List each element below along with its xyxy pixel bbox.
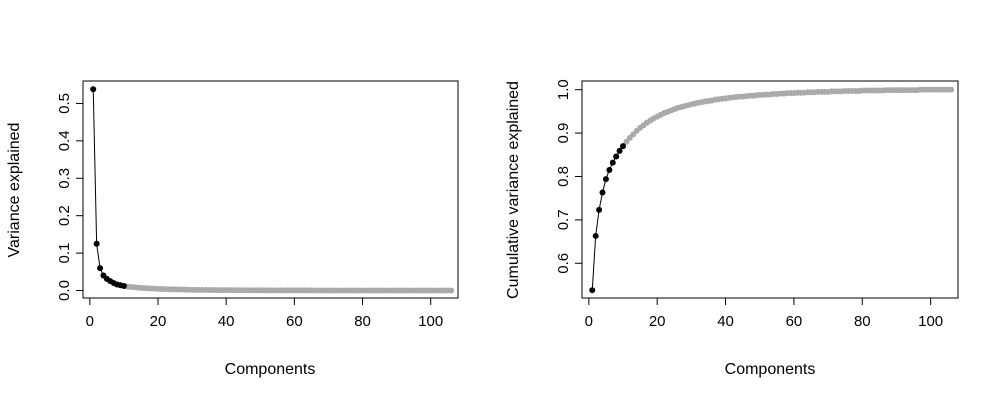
data-point-rest [448,287,455,294]
data-point-highlight [616,147,623,154]
data-point-rest [948,86,955,93]
series-line [591,145,624,291]
data-point-highlight [90,86,97,93]
y-tick-label: 0.2 [56,205,73,226]
data-point-highlight [602,176,609,183]
data-point-highlight [599,189,606,196]
x-tick-label: 0 [86,313,94,330]
x-axis-label: Components [225,361,316,378]
y-tick-label: 0.5 [56,93,73,114]
y-tick-label: 0.8 [555,166,572,187]
x-tick-label: 40 [218,313,235,330]
data-point-highlight [589,287,596,294]
data-point-highlight [609,159,616,166]
y-axis-label: Cumulative variance explained [505,81,522,299]
y-tick-label: 0.1 [56,243,73,264]
data-point-highlight [596,206,603,213]
x-tick-label: 80 [354,313,371,330]
x-tick-label: 0 [585,313,593,330]
plot-frame [82,80,459,299]
x-tick-label: 20 [150,313,167,330]
plot-frame [581,80,959,299]
y-tick-label: 0.0 [56,280,73,301]
y-tick-label: 0.4 [56,130,73,151]
x-tick-label: 40 [717,313,734,330]
y-tick-label: 1.0 [555,79,572,100]
data-point-highlight [93,240,100,247]
data-point-highlight [620,143,627,150]
variance-explained-panel: Components Variance explained 0 20 40 60 80 1… [6,80,459,378]
series-line [92,89,125,287]
x-tick-label: 60 [786,313,803,330]
x-tick-label: 20 [649,313,666,330]
y-axis-label: Variance explained [6,123,23,258]
data-point-highlight [606,166,613,173]
y-tick-label: 0.3 [56,168,73,189]
data-point-highlight [613,153,620,160]
y-tick-label: 0.6 [555,253,572,274]
x-tick-label: 60 [286,313,303,330]
x-tick-label: 80 [854,313,871,330]
x-tick-label: 100 [918,313,943,330]
y-tick-label: 0.7 [555,209,572,230]
cumulative-variance-panel: Components Cumulative variance explained… [505,79,959,378]
y-tick-label: 0.9 [555,123,572,144]
data-point-highlight [120,283,127,290]
data-point-rest [623,138,630,145]
data-point-highlight [97,265,104,272]
x-axis-label: Components [725,361,816,378]
x-tick-label: 100 [418,313,443,330]
data-point-highlight [592,232,599,239]
